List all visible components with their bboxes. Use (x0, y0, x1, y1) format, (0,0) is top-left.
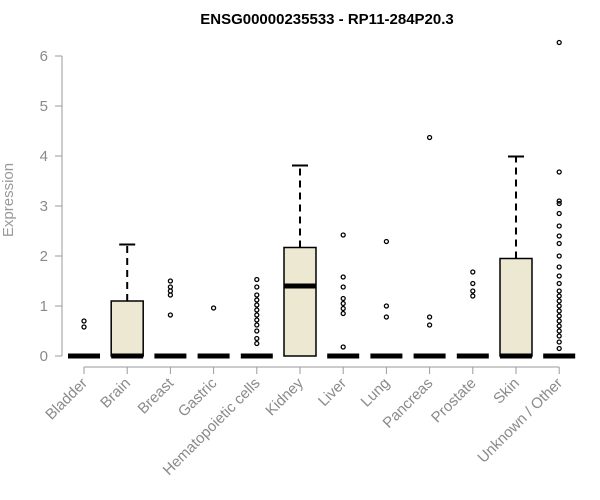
box-body (283, 246, 317, 357)
outlier-point (340, 300, 346, 307)
outlier-point (81, 324, 87, 330)
outlier-point (340, 310, 346, 317)
outlier-point (556, 210, 562, 217)
outlier-point (556, 273, 562, 279)
box-body (499, 257, 533, 357)
box-brain (110, 243, 144, 359)
outlier-point (254, 317, 260, 323)
outlier-point (254, 302, 260, 308)
outlier-point (340, 344, 346, 350)
y-tick-label: 2 (40, 248, 48, 265)
y-tick-label: 3 (40, 198, 48, 215)
outlier-point (340, 295, 346, 302)
box-lung (370, 238, 403, 359)
outlier-point (254, 322, 260, 328)
outlier-point (254, 328, 260, 334)
outlier-point (340, 284, 346, 290)
y-tick-label: 5 (40, 98, 48, 115)
outlier-point (254, 312, 260, 318)
outlier-point (556, 200, 562, 207)
outlier-point (383, 314, 390, 320)
outlier-point (556, 264, 562, 270)
outlier-point (210, 305, 217, 311)
y-tick-label: 4 (40, 148, 48, 165)
x-tick-label: Bladder (42, 375, 91, 424)
outlier-point (254, 284, 260, 290)
outlier-point (254, 276, 260, 283)
x-tick-label: Liver (315, 375, 350, 410)
outlier-point (470, 269, 476, 275)
outlier-point (254, 292, 260, 298)
outlier-point (254, 297, 260, 303)
outlier-point (254, 307, 260, 313)
outlier-point (340, 232, 346, 238)
outlier-point (167, 278, 174, 284)
outlier-point (556, 233, 562, 239)
box-skin (499, 155, 533, 359)
outlier-point (426, 134, 433, 141)
box-kidney (283, 164, 317, 357)
outlier-point (556, 169, 562, 175)
outlier-point (556, 303, 562, 309)
outlier-point (167, 284, 174, 290)
outlier-point (556, 308, 562, 314)
box-bladder (68, 318, 100, 359)
box-hematopoietic-cells (240, 276, 273, 359)
boxes-layer (68, 39, 576, 359)
outlier-point (426, 322, 433, 328)
outlier-point (556, 323, 562, 329)
x-tick-label: Kidney (262, 374, 307, 419)
outlier-point (556, 288, 562, 294)
outlier-point (556, 345, 562, 352)
outlier-point (470, 293, 476, 299)
outlier-point (556, 328, 562, 334)
box-pancreas (413, 134, 446, 359)
box-unknown-other (543, 39, 576, 359)
x-tick-label: Prostate (428, 375, 480, 427)
outlier-point (556, 39, 562, 46)
outlier-point (426, 314, 433, 320)
y-tick-label: 6 (40, 48, 48, 65)
outlier-point (254, 335, 260, 342)
outlier-point (556, 339, 562, 345)
box-breast (154, 278, 187, 359)
chart-title: ENSG00000235533 - RP11-284P20.3 (200, 11, 454, 28)
outlier-point (556, 240, 562, 247)
y-axis: 0 1 2 3 4 5 6 (40, 48, 63, 365)
y-axis-label: Expression (0, 163, 17, 237)
outlier-point (556, 298, 562, 304)
outlier-point (556, 333, 562, 339)
box-liver (327, 232, 360, 359)
outlier-point (340, 274, 346, 280)
outlier-point (81, 318, 87, 324)
outlier-point (556, 223, 562, 229)
x-tick-label: Skin (490, 375, 523, 408)
outlier-point (556, 198, 562, 204)
x-tick-label: Lung (358, 375, 394, 411)
outlier-point (167, 312, 174, 318)
x-tick-label: Breast (135, 374, 178, 417)
outlier-point (470, 280, 476, 287)
y-tick-label: 0 (40, 348, 48, 365)
outlier-point (383, 238, 390, 245)
outlier-point (556, 293, 562, 299)
outlier-point (556, 318, 562, 324)
outlier-point (470, 288, 476, 294)
box-body (110, 300, 144, 357)
outlier-point (383, 303, 390, 309)
outlier-point (556, 253, 562, 259)
y-tick-label: 1 (40, 298, 48, 315)
outlier-point (556, 313, 562, 319)
box-prostate (456, 269, 489, 359)
x-tick-label: Brain (97, 375, 134, 412)
outlier-point (340, 305, 346, 312)
box-gastric (197, 305, 230, 359)
outlier-point (556, 280, 562, 287)
outlier-point (254, 340, 260, 347)
